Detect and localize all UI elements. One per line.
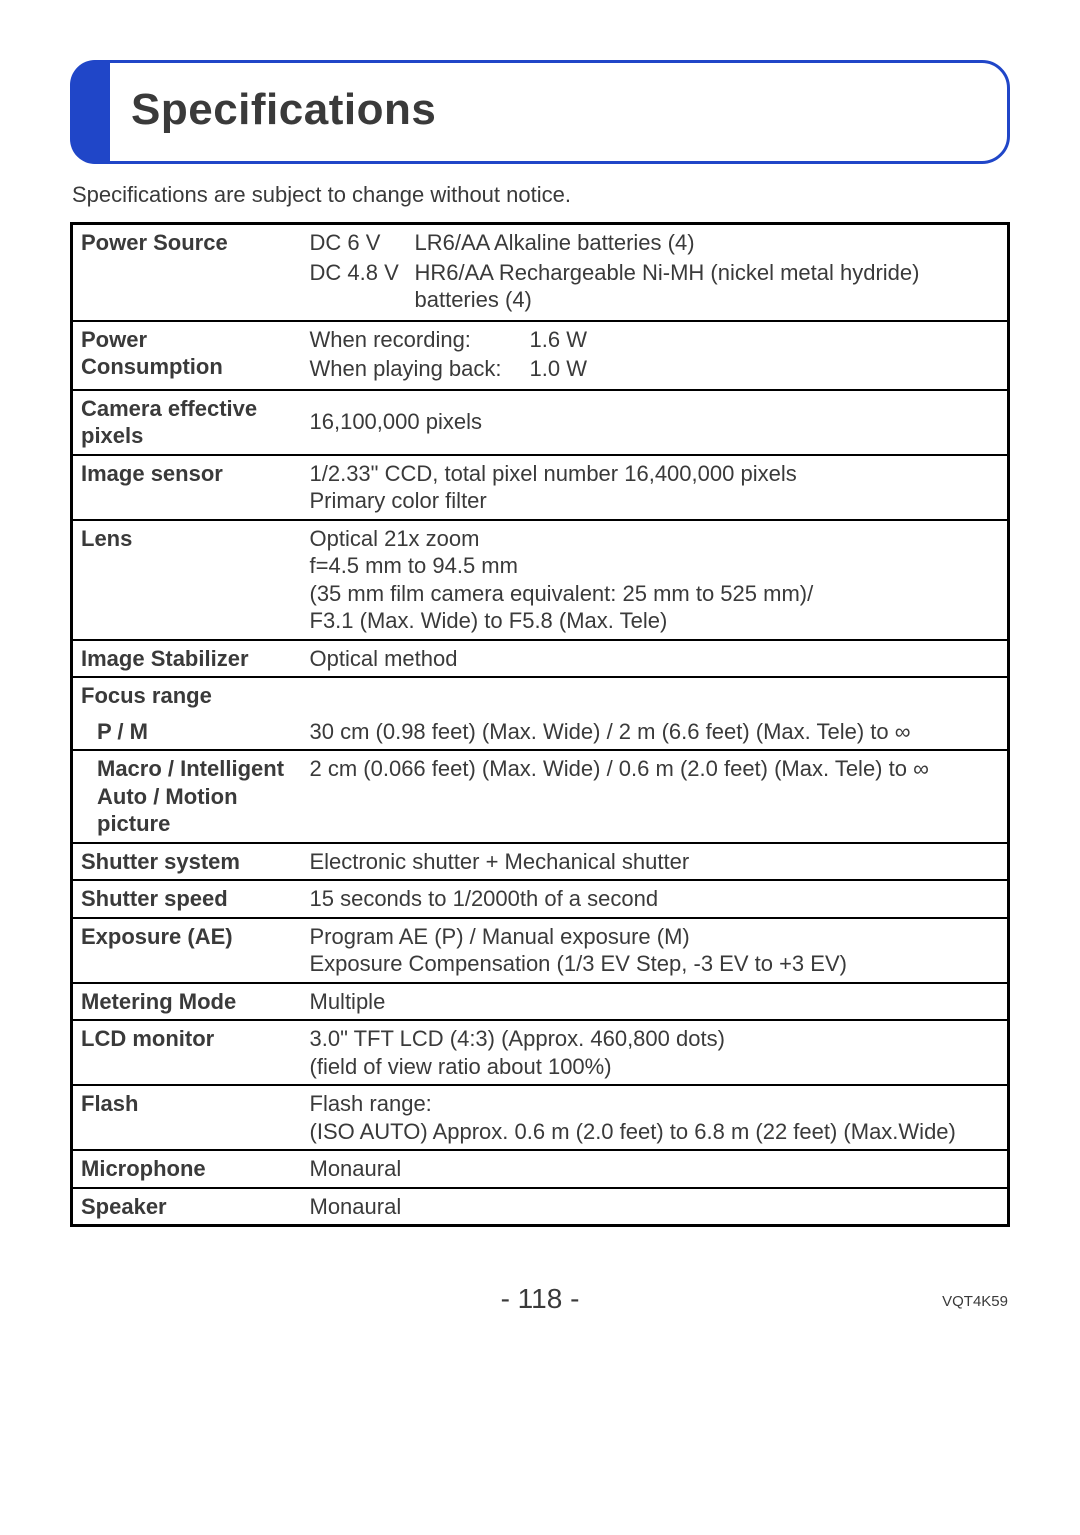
- ps-dc48v-desc: HR6/AA Rechargeable Ni-MH (nickel metal …: [415, 259, 1000, 316]
- document-code: VQT4K59: [942, 1293, 1008, 1310]
- row-lcd: LCD monitor 3.0" TFT LCD (4:3) (Approx. …: [72, 1020, 1009, 1085]
- value-exposure: Program AE (P) / Manual exposure (M) Exp…: [302, 918, 1009, 983]
- label-metering: Metering Mode: [72, 983, 302, 1021]
- sensor-line1: 1/2.33" CCD, total pixel number 16,400,0…: [310, 460, 1000, 488]
- row-microphone: Microphone Monaural: [72, 1150, 1009, 1188]
- value-effective-pixels: 16,100,000 pixels: [302, 390, 1009, 455]
- label-image-sensor: Image sensor: [72, 455, 302, 520]
- value-power-source: DC 6 V LR6/AA Alkaline batteries (4) DC …: [302, 224, 1009, 321]
- row-shutter-system: Shutter system Electronic shutter + Mech…: [72, 843, 1009, 881]
- row-effective-pixels: Camera effective pixels 16,100,000 pixel…: [72, 390, 1009, 455]
- row-power-consumption: Power Consumption When recording: 1.6 W …: [72, 321, 1009, 390]
- value-microphone: Monaural: [302, 1150, 1009, 1188]
- power-source-pairs: DC 6 V LR6/AA Alkaline batteries (4) DC …: [310, 229, 1000, 316]
- title-tab-accent: [70, 60, 110, 164]
- pc-rec-k: When recording:: [310, 326, 530, 356]
- pc-play-k: When playing back:: [310, 355, 530, 385]
- label-focus-macro: Macro / Intelligent Auto / Motion pictur…: [72, 750, 302, 843]
- value-lcd: 3.0" TFT LCD (4:3) (Approx. 460,800 dots…: [302, 1020, 1009, 1085]
- row-metering: Metering Mode Multiple: [72, 983, 1009, 1021]
- label-power-source: Power Source: [72, 224, 302, 321]
- value-image-stabilizer: Optical method: [302, 640, 1009, 678]
- ps-dc48v: DC 4.8 V: [310, 259, 415, 316]
- value-metering: Multiple: [302, 983, 1009, 1021]
- label-flash: Flash: [72, 1085, 302, 1150]
- specifications-table: Power Source DC 6 V LR6/AA Alkaline batt…: [70, 222, 1010, 1227]
- lens-line4: F3.1 (Max. Wide) to F5.8 (Max. Tele): [310, 607, 1000, 635]
- exposure-line2: Exposure Compensation (1/3 EV Step, -3 E…: [310, 950, 1000, 978]
- power-consumption-pairs: When recording: 1.6 W When playing back:…: [310, 326, 1000, 385]
- lens-line1: Optical 21x zoom: [310, 525, 1000, 553]
- value-power-consumption: When recording: 1.6 W When playing back:…: [302, 321, 1009, 390]
- value-flash: Flash range: (ISO AUTO) Approx. 0.6 m (2…: [302, 1085, 1009, 1150]
- row-speaker: Speaker Monaural: [72, 1188, 1009, 1226]
- pc-play-v: 1.0 W: [530, 355, 1000, 385]
- row-image-stabilizer: Image Stabilizer Optical method: [72, 640, 1009, 678]
- value-image-sensor: 1/2.33" CCD, total pixel number 16,400,0…: [302, 455, 1009, 520]
- value-focus-pm: 30 cm (0.98 feet) (Max. Wide) / 2 m (6.6…: [302, 714, 1009, 751]
- value-shutter-speed: 15 seconds to 1/2000th of a second: [302, 880, 1009, 918]
- row-shutter-speed: Shutter speed 15 seconds to 1/2000th of …: [72, 880, 1009, 918]
- flash-line1: Flash range:: [310, 1090, 1000, 1118]
- label-speaker: Speaker: [72, 1188, 302, 1226]
- label-shutter-speed: Shutter speed: [72, 880, 302, 918]
- lcd-line1: 3.0" TFT LCD (4:3) (Approx. 460,800 dots…: [310, 1025, 1000, 1053]
- page-title: Specifications: [131, 85, 436, 135]
- ps-dc6v-desc: LR6/AA Alkaline batteries (4): [415, 229, 1000, 259]
- lens-line2: f=4.5 mm to 94.5 mm: [310, 552, 1000, 580]
- exposure-line1: Program AE (P) / Manual exposure (M): [310, 923, 1000, 951]
- label-lens: Lens: [72, 520, 302, 640]
- label-power-consumption: Power Consumption: [72, 321, 302, 390]
- label-focus-range: Focus range: [72, 677, 302, 714]
- value-focus-macro: 2 cm (0.066 feet) (Max. Wide) / 0.6 m (2…: [302, 750, 1009, 843]
- label-exposure: Exposure (AE): [72, 918, 302, 983]
- subtitle-text: Specifications are subject to change wit…: [72, 182, 571, 208]
- lens-line3: (35 mm film camera equivalent: 25 mm to …: [310, 580, 1000, 608]
- row-exposure: Exposure (AE) Program AE (P) / Manual ex…: [72, 918, 1009, 983]
- row-power-source: Power Source DC 6 V LR6/AA Alkaline batt…: [72, 224, 1009, 321]
- sensor-line2: Primary color filter: [310, 487, 1000, 515]
- label-microphone: Microphone: [72, 1150, 302, 1188]
- row-focus-macro: Macro / Intelligent Auto / Motion pictur…: [72, 750, 1009, 843]
- label-lcd: LCD monitor: [72, 1020, 302, 1085]
- ps-dc6v: DC 6 V: [310, 229, 415, 259]
- row-image-sensor: Image sensor 1/2.33" CCD, total pixel nu…: [72, 455, 1009, 520]
- value-focus-range-empty: [302, 677, 1009, 714]
- row-lens: Lens Optical 21x zoom f=4.5 mm to 94.5 m…: [72, 520, 1009, 640]
- title-panel: Specifications: [70, 60, 1010, 164]
- row-focus-pm: P / M 30 cm (0.98 feet) (Max. Wide) / 2 …: [72, 714, 1009, 751]
- row-flash: Flash Flash range: (ISO AUTO) Approx. 0.…: [72, 1085, 1009, 1150]
- page-number: - 118 -: [0, 1283, 1080, 1315]
- pc-rec-v: 1.6 W: [530, 326, 1000, 356]
- label-effective-pixels: Camera effective pixels: [72, 390, 302, 455]
- lcd-line2: (field of view ratio about 100%): [310, 1053, 1000, 1081]
- value-shutter-system: Electronic shutter + Mechanical shutter: [302, 843, 1009, 881]
- row-focus-range-header: Focus range: [72, 677, 1009, 714]
- value-speaker: Monaural: [302, 1188, 1009, 1226]
- label-shutter-system: Shutter system: [72, 843, 302, 881]
- label-image-stabilizer: Image Stabilizer: [72, 640, 302, 678]
- value-lens: Optical 21x zoom f=4.5 mm to 94.5 mm (35…: [302, 520, 1009, 640]
- flash-line2: (ISO AUTO) Approx. 0.6 m (2.0 feet) to 6…: [310, 1118, 1000, 1146]
- label-focus-pm: P / M: [72, 714, 302, 751]
